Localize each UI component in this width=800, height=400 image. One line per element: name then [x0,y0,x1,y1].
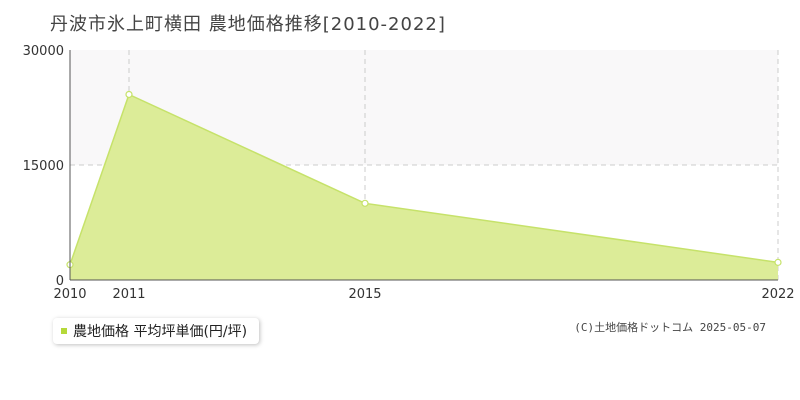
x-tick-label: 2022 [761,287,794,302]
data-point [125,90,133,99]
series-area [70,94,778,280]
copyright-text: (C)土地価格ドットコム 2025-05-07 [574,321,766,334]
legend-label: 農地価格 平均坪単価(円/坪) [73,324,248,340]
legend: 農地価格 平均坪単価(円/坪) [53,318,260,344]
data-point [361,199,369,207]
y-tick-label: 15000 [23,159,64,174]
x-tick-label: 2015 [348,287,381,302]
chart-title: 丹波市氷上町横田 農地価格推移[2010-2022] [50,14,446,35]
legend-swatch [61,328,67,334]
x-tick-label: 2010 [53,287,86,302]
y-tick-label: 30000 [23,44,64,59]
data-point [774,258,782,266]
x-tick-label: 2011 [112,287,145,302]
y-tick-label: 0 [56,274,64,289]
series-line [69,93,779,265]
